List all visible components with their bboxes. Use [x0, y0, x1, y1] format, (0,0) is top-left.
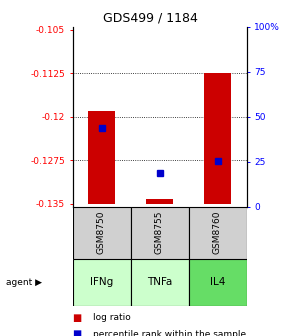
Text: agent ▶: agent ▶ — [6, 278, 42, 287]
Text: GDS499 / 1184: GDS499 / 1184 — [103, 12, 198, 25]
Bar — [188, 259, 246, 306]
Text: IFNg: IFNg — [90, 277, 113, 287]
Text: GSM8755: GSM8755 — [155, 211, 164, 254]
Bar — [204, 73, 231, 204]
Bar — [88, 111, 115, 204]
Text: IL4: IL4 — [210, 277, 225, 287]
Text: ■: ■ — [72, 312, 82, 323]
Bar — [72, 259, 130, 306]
Text: TNFa: TNFa — [147, 277, 172, 287]
Text: GSM8750: GSM8750 — [97, 211, 106, 254]
Text: percentile rank within the sample: percentile rank within the sample — [93, 330, 246, 336]
Bar — [72, 207, 130, 259]
Bar — [130, 207, 188, 259]
Bar — [146, 199, 173, 204]
Text: log ratio: log ratio — [93, 313, 130, 322]
Bar — [130, 259, 188, 306]
Bar — [188, 207, 246, 259]
Text: GSM8760: GSM8760 — [213, 211, 222, 254]
Text: ■: ■ — [72, 329, 82, 336]
